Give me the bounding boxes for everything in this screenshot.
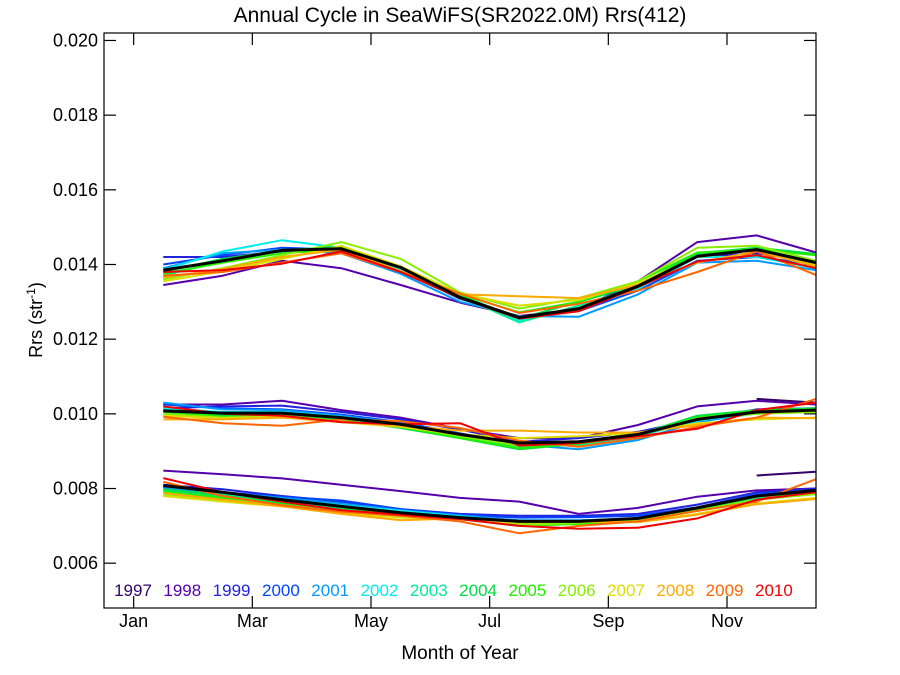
legend-item-2004: 2004	[459, 581, 497, 600]
legend-item-1997: 1997	[114, 581, 152, 600]
series-line-middle-mean	[163, 408, 817, 445]
series-lines	[162, 234, 817, 535]
legend-item-2009: 2009	[706, 581, 744, 600]
y-tick-label: 0.018	[53, 105, 98, 125]
legend-item-2010: 2010	[755, 581, 793, 600]
y-axis-label-sup: -1	[24, 288, 38, 299]
series-line-lower-1998	[163, 469, 817, 515]
legend: 1997 1998 1999 2000 2001 2002 2003 2004 2005 2006…	[114, 581, 793, 600]
x-axis-label: Month of Year	[401, 643, 519, 664]
legend-item-2006: 2006	[558, 581, 596, 600]
series-line-lower-1997	[756, 470, 817, 477]
legend-item-2003: 2003	[410, 581, 448, 600]
series-line-middle-2008	[163, 416, 817, 434]
legend-item-2000: 2000	[262, 581, 300, 600]
series-line-upper-mean	[163, 247, 817, 319]
chart-title: Annual Cycle in SeaWiFS(SR2022.0M) Rrs(4…	[234, 4, 687, 27]
legend-item-2007: 2007	[607, 581, 645, 600]
legend-item-1998: 1998	[163, 581, 201, 600]
legend-item-1999: 1999	[213, 581, 251, 600]
x-tick-label: Jan	[119, 611, 148, 631]
y-tick-label: 0.012	[53, 329, 98, 349]
legend-item-2008: 2008	[656, 581, 694, 600]
x-tick-label: Sep	[592, 611, 624, 631]
legend-item-2002: 2002	[361, 581, 399, 600]
x-tick-label: May	[354, 611, 388, 631]
series-line-lower-mean	[163, 484, 817, 523]
y-axis-label-close: )	[26, 282, 46, 288]
x-axis: Jan Mar May Jul Sep Nov	[119, 33, 743, 631]
legend-item-2001: 2001	[311, 581, 349, 600]
series-line-middle-2010	[163, 401, 817, 447]
series-line-lower-2009	[163, 478, 817, 535]
y-tick-label: 0.010	[53, 404, 98, 424]
y-axis-label: Rrs (str-1)	[24, 282, 46, 358]
legend-item-2005: 2005	[508, 581, 546, 600]
x-tick-label: Mar	[237, 611, 268, 631]
x-tick-label: Nov	[711, 611, 743, 631]
y-axis: 0.006 0.008 0.010 0.012 0.014 0.016 0.018 0.020	[53, 30, 816, 573]
y-axis-label-main: Rrs (str	[26, 299, 46, 358]
y-tick-label: 0.006	[53, 553, 98, 573]
series-line-lower-1999	[163, 483, 817, 517]
y-tick-label: 0.020	[53, 30, 98, 50]
series-line-lower-2010	[163, 477, 817, 530]
y-tick-label: 0.014	[53, 254, 98, 274]
x-tick-label: Jul	[478, 611, 501, 631]
plot-frame	[103, 32, 817, 609]
y-tick-label: 0.016	[53, 180, 98, 200]
y-tick-label: 0.008	[53, 479, 98, 499]
